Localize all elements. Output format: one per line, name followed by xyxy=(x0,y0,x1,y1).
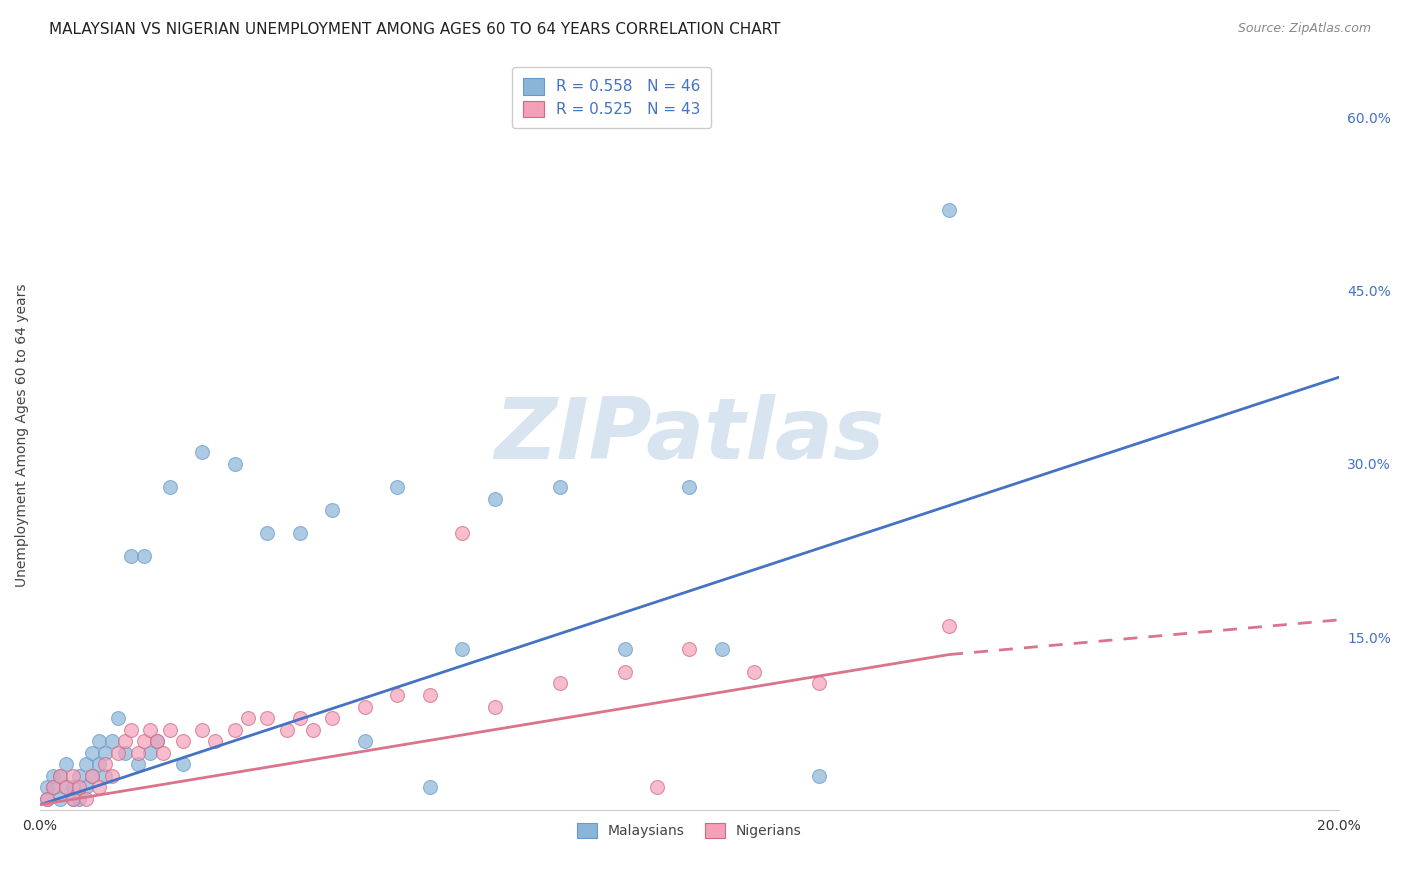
Point xyxy=(808,769,831,783)
Point xyxy=(120,549,142,564)
Point xyxy=(139,723,162,737)
Text: MALAYSIAN VS NIGERIAN UNEMPLOYMENT AMONG AGES 60 TO 64 YEARS CORRELATION CHART: MALAYSIAN VS NIGERIAN UNEMPLOYMENT AMONG… xyxy=(49,22,780,37)
Point xyxy=(191,723,214,737)
Point xyxy=(710,641,733,656)
Point xyxy=(613,665,636,679)
Point xyxy=(127,746,149,760)
Point xyxy=(451,526,474,541)
Point xyxy=(139,746,162,760)
Point xyxy=(146,734,169,748)
Point xyxy=(224,723,246,737)
Point xyxy=(87,734,110,748)
Point xyxy=(172,757,194,772)
Point xyxy=(62,780,84,795)
Point xyxy=(353,699,375,714)
Legend: Malaysians, Nigerians: Malaysians, Nigerians xyxy=(571,815,808,845)
Point xyxy=(80,746,103,760)
Point xyxy=(548,480,571,494)
Point xyxy=(152,746,174,760)
Point xyxy=(159,480,181,494)
Point xyxy=(132,549,155,564)
Point xyxy=(114,746,136,760)
Point xyxy=(548,676,571,690)
Point xyxy=(94,757,117,772)
Point xyxy=(94,769,117,783)
Point xyxy=(938,618,960,632)
Point xyxy=(236,711,259,725)
Point xyxy=(613,641,636,656)
Point xyxy=(35,792,58,806)
Point xyxy=(87,757,110,772)
Point xyxy=(744,665,766,679)
Point xyxy=(62,792,84,806)
Point xyxy=(938,202,960,217)
Point xyxy=(808,676,831,690)
Point xyxy=(42,780,65,795)
Point xyxy=(645,780,668,795)
Point xyxy=(55,757,77,772)
Point xyxy=(75,792,97,806)
Point xyxy=(387,480,409,494)
Point xyxy=(48,769,70,783)
Point xyxy=(67,780,90,795)
Point xyxy=(55,780,77,795)
Point xyxy=(67,769,90,783)
Point xyxy=(100,734,122,748)
Text: ZIPatlas: ZIPatlas xyxy=(495,393,884,476)
Point xyxy=(301,723,323,737)
Point xyxy=(127,757,149,772)
Point xyxy=(256,526,278,541)
Point xyxy=(678,641,700,656)
Point xyxy=(87,780,110,795)
Point xyxy=(75,757,97,772)
Point xyxy=(484,699,506,714)
Point xyxy=(107,746,129,760)
Point xyxy=(75,780,97,795)
Point xyxy=(62,769,84,783)
Point xyxy=(419,780,441,795)
Point xyxy=(276,723,298,737)
Point xyxy=(484,491,506,506)
Point xyxy=(35,792,58,806)
Point xyxy=(191,445,214,459)
Point xyxy=(48,792,70,806)
Point xyxy=(62,792,84,806)
Point xyxy=(55,780,77,795)
Point xyxy=(288,711,311,725)
Point xyxy=(256,711,278,725)
Point xyxy=(451,641,474,656)
Point xyxy=(419,688,441,702)
Point xyxy=(107,711,129,725)
Point xyxy=(80,769,103,783)
Point xyxy=(204,734,226,748)
Point xyxy=(114,734,136,748)
Point xyxy=(321,503,343,517)
Point xyxy=(146,734,169,748)
Point xyxy=(48,769,70,783)
Point xyxy=(288,526,311,541)
Point xyxy=(100,769,122,783)
Point xyxy=(678,480,700,494)
Point xyxy=(224,457,246,471)
Point xyxy=(42,780,65,795)
Point xyxy=(172,734,194,748)
Text: Source: ZipAtlas.com: Source: ZipAtlas.com xyxy=(1237,22,1371,36)
Point xyxy=(42,769,65,783)
Point xyxy=(94,746,117,760)
Point xyxy=(80,769,103,783)
Point xyxy=(120,723,142,737)
Point xyxy=(353,734,375,748)
Point xyxy=(321,711,343,725)
Point xyxy=(159,723,181,737)
Point xyxy=(67,792,90,806)
Point xyxy=(35,780,58,795)
Point xyxy=(132,734,155,748)
Point xyxy=(387,688,409,702)
Y-axis label: Unemployment Among Ages 60 to 64 years: Unemployment Among Ages 60 to 64 years xyxy=(15,284,30,587)
